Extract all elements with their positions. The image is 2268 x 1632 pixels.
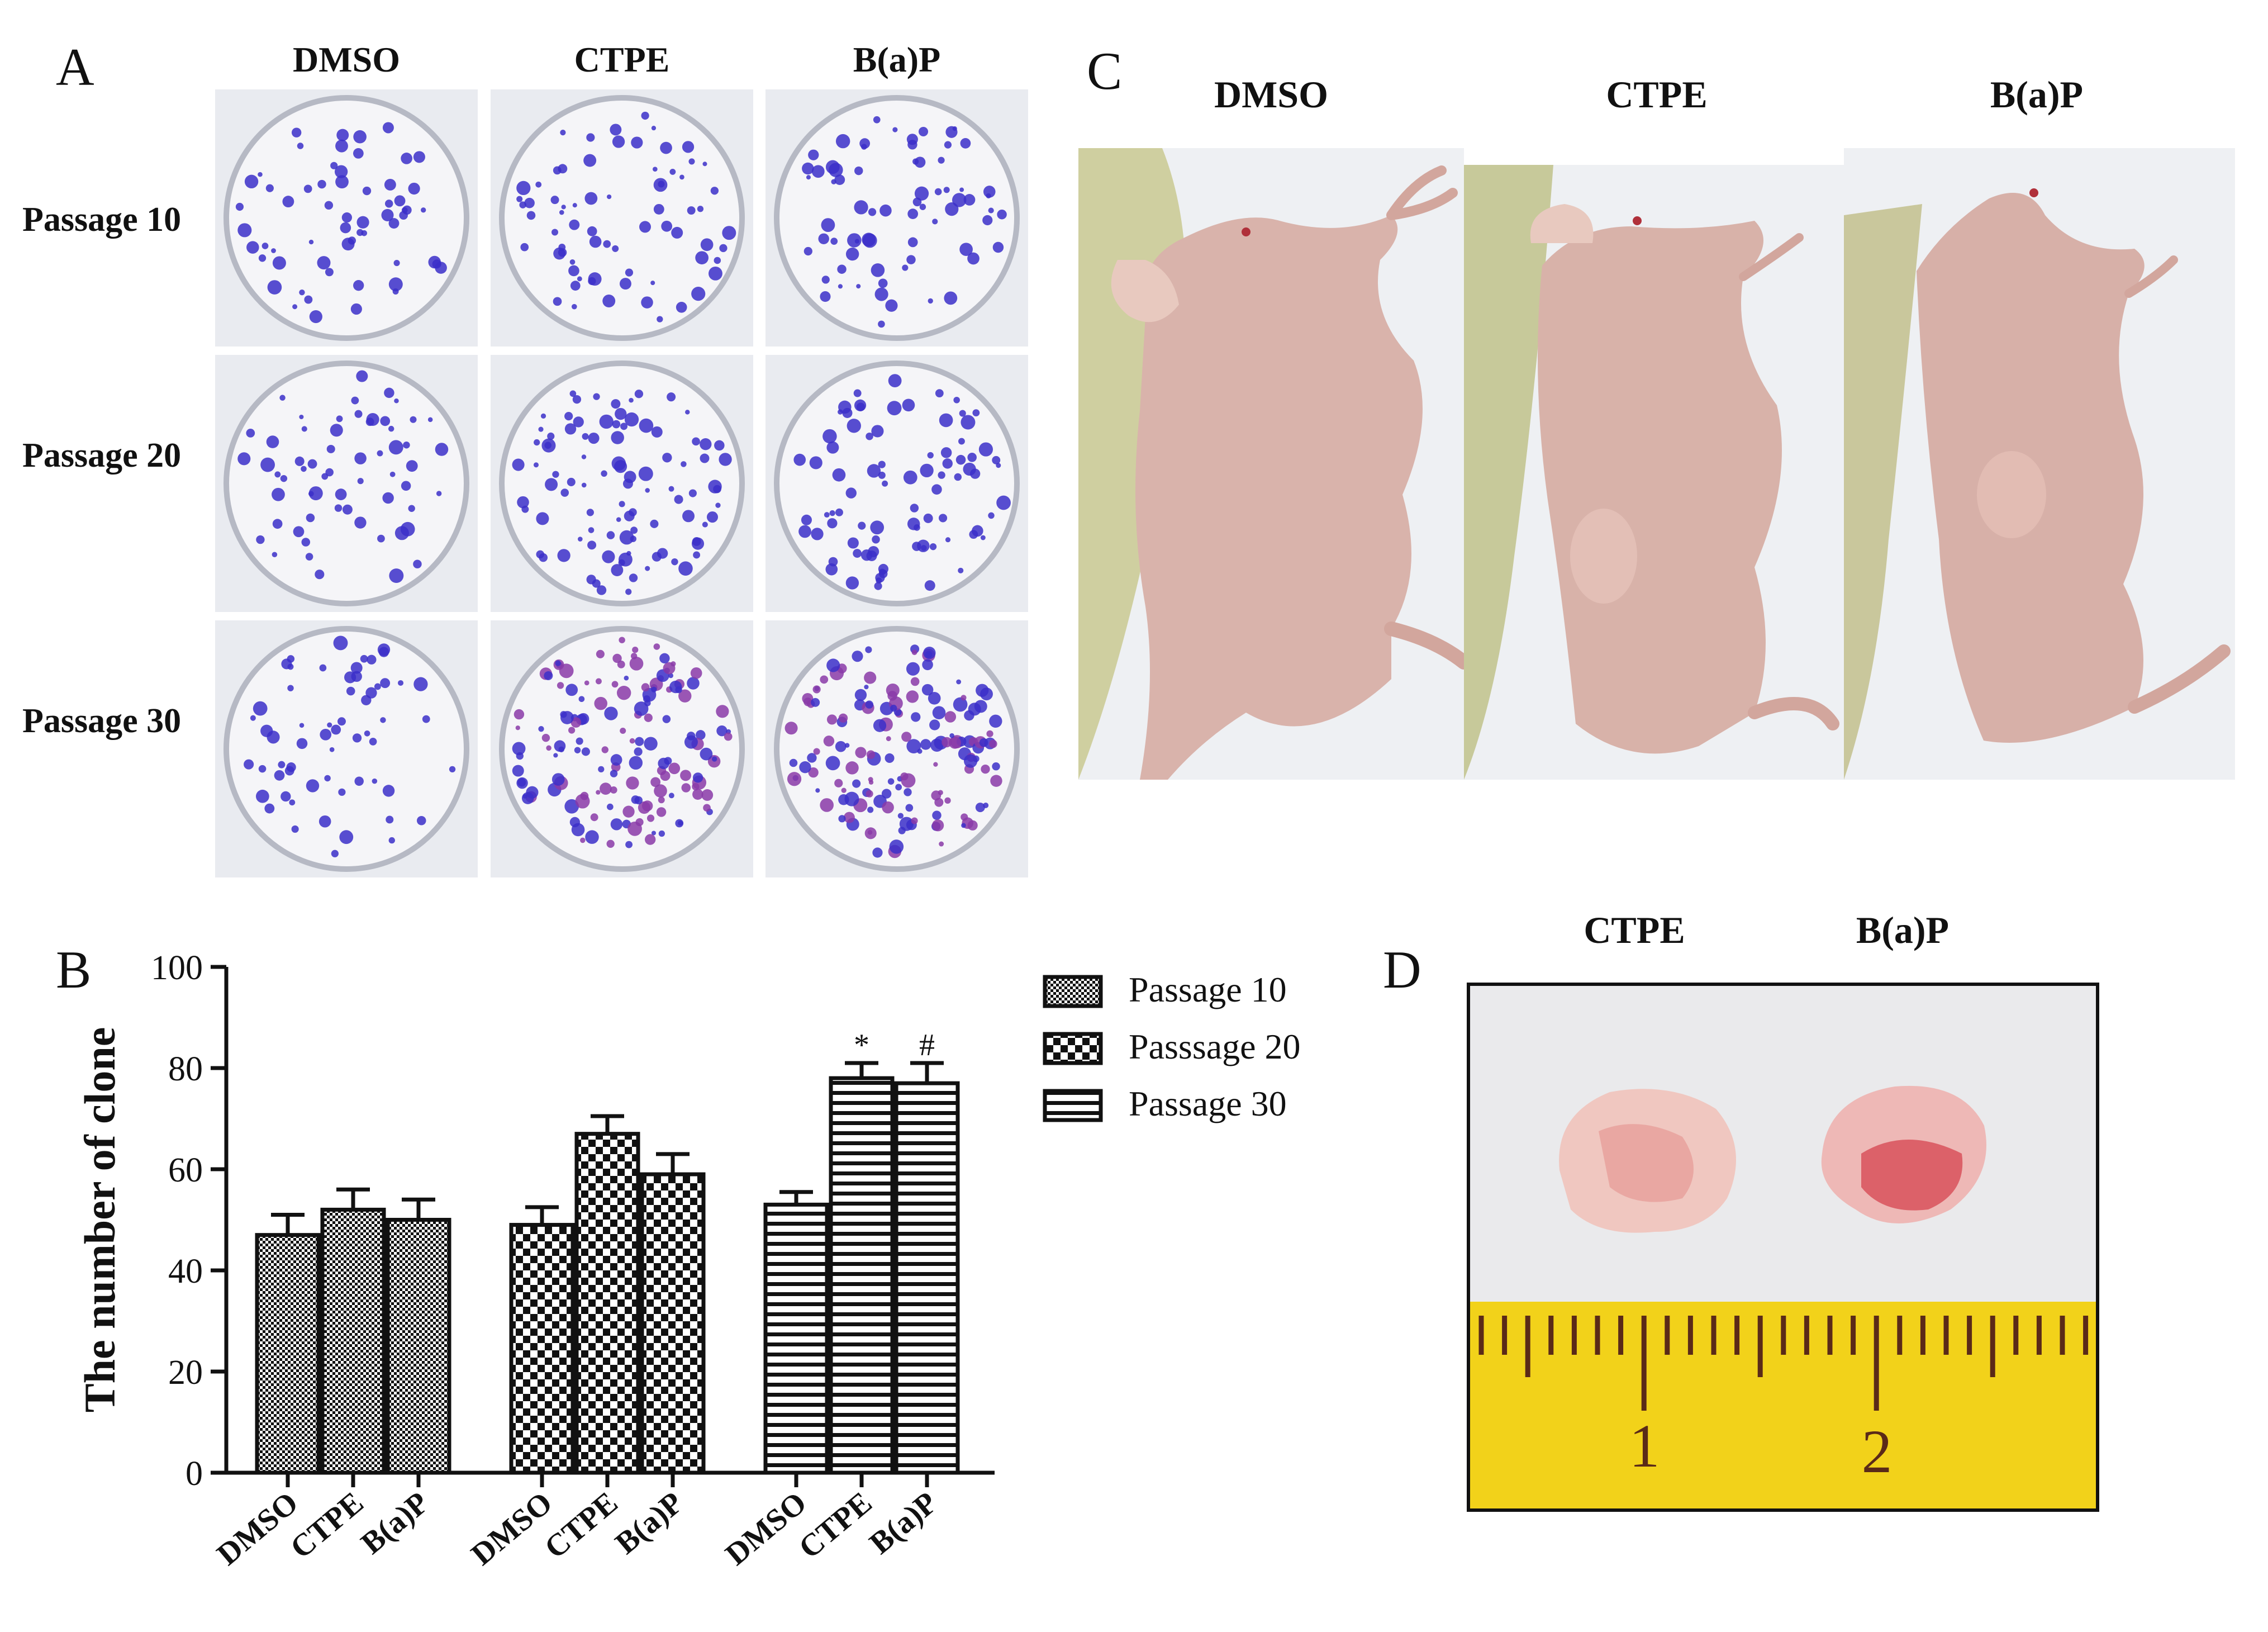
panel-a-row-header: Passage 30 <box>22 702 182 740</box>
x-tick-label: B(a)P <box>863 1485 944 1560</box>
bar <box>386 1218 451 1475</box>
x-tick-label: CTPE <box>538 1485 624 1565</box>
colony-dish <box>491 620 753 877</box>
bar <box>763 1202 829 1475</box>
y-tick-label: 100 <box>151 949 203 987</box>
x-tick-label: DMSO <box>719 1485 814 1572</box>
panel-a-col-header: B(a)P <box>853 40 941 79</box>
legend-swatch <box>1043 1089 1103 1122</box>
tumor-ruler-photo: 1 2 <box>1467 983 2099 1512</box>
colony-dish <box>215 620 478 877</box>
x-tick-label: B(a)P <box>609 1485 690 1560</box>
significance-mark: # <box>919 1028 935 1062</box>
y-tick-label: 0 <box>186 1455 203 1493</box>
mouse-photo-bap <box>1844 148 2235 780</box>
legend-label: Passage 10 <box>1129 970 1287 1009</box>
mouse-photo-ctpe <box>1464 165 1844 780</box>
bar <box>574 1132 640 1475</box>
panel-a-row-header: Passage 20 <box>22 437 182 475</box>
x-tick-label: DMSO <box>211 1485 305 1572</box>
colony-dish <box>765 620 1028 877</box>
bar <box>894 1081 960 1475</box>
mouse-photo-dmso <box>1078 148 1464 780</box>
panel-label-b: B <box>56 940 92 999</box>
x-tick-label: CTPE <box>792 1485 878 1565</box>
y-tick-label: 80 <box>168 1050 203 1088</box>
legend-swatch <box>1043 975 1103 1008</box>
x-tick-label: CTPE <box>284 1485 370 1565</box>
x-tick-label: B(a)P <box>355 1485 436 1560</box>
bar <box>829 1076 895 1475</box>
bar <box>640 1172 706 1475</box>
panel-label-d: D <box>1383 940 1421 999</box>
bar <box>509 1223 575 1475</box>
panel-a-col-header: DMSO <box>293 40 400 79</box>
legend-label: Passsage 20 <box>1129 1027 1301 1066</box>
colony-dish <box>215 89 478 347</box>
significance-mark: * <box>854 1028 869 1062</box>
colony-dish <box>765 89 1028 347</box>
colony-dish <box>491 89 753 347</box>
panel-label-a: A <box>56 37 94 97</box>
colony-dish <box>765 355 1028 612</box>
colony-dish <box>215 355 478 612</box>
ruler-label-1: 1 <box>1629 1412 1660 1480</box>
y-axis-label: The number of clone <box>75 1027 124 1413</box>
panel-c-col-header: DMSO <box>1214 73 1328 116</box>
panel-a-row-header: Passage 10 <box>22 201 182 239</box>
x-tick-label: DMSO <box>465 1485 559 1572</box>
panel-d-col-header: B(a)P <box>1856 909 1950 951</box>
colony-dish <box>491 355 753 612</box>
legend-swatch <box>1043 1032 1103 1065</box>
y-tick-label: 60 <box>168 1151 203 1189</box>
bar <box>255 1233 321 1475</box>
panel-c-col-header: B(a)P <box>1990 73 2084 116</box>
panel-c-col-header: CTPE <box>1606 73 1708 116</box>
panel-label-c: C <box>1087 41 1123 101</box>
legend-label: Passage 30 <box>1129 1084 1287 1123</box>
panel-a-col-header: CTPE <box>574 40 670 79</box>
y-tick-label: 20 <box>168 1354 203 1392</box>
y-tick-label: 40 <box>168 1253 203 1291</box>
bar <box>320 1207 386 1475</box>
ruler-ticks <box>1478 1316 2089 1411</box>
panel-d-col-header: CTPE <box>1584 909 1685 951</box>
ruler-label-2: 2 <box>1862 1417 1893 1486</box>
